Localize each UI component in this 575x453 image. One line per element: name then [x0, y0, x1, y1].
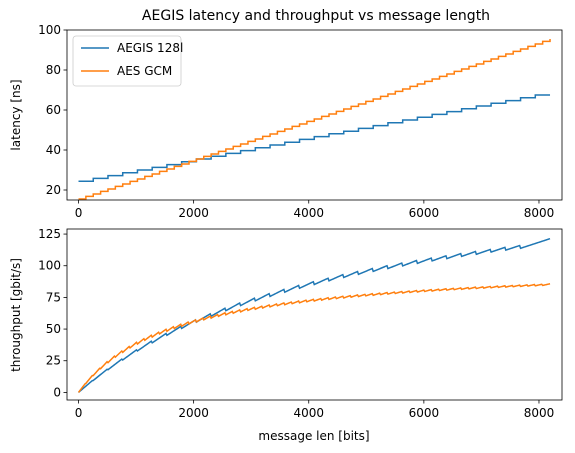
y-tick-label: 100 — [38, 23, 61, 37]
y-tick-label: 75 — [46, 290, 61, 304]
y-tick-label: 100 — [38, 259, 61, 273]
y-tick-label: 25 — [46, 354, 61, 368]
chart-title: AEGIS latency and throughput vs message … — [142, 8, 490, 24]
x-tick-label: 8000 — [524, 406, 555, 420]
y-tick-label: 20 — [46, 183, 61, 197]
x-tick-label: 6000 — [409, 206, 440, 220]
latency-plot-frame — [66, 29, 563, 201]
latency-subplot: 0 2000 4000 6000 8000 20 40 60 80 100 latency [ns… — [9, 23, 563, 220]
legend-label-aes-gcm: AES GCM — [117, 64, 172, 78]
x-tick-label: 4000 — [293, 206, 324, 220]
throughput-ticks: 0 2000 4000 6000 8000 0 25 50 75 100 125 — [38, 227, 554, 420]
x-tick-label: 6000 — [409, 406, 440, 420]
throughput-plot-frame — [66, 228, 563, 401]
x-axis-label: message len [bits] — [258, 429, 369, 443]
y-tick-label: 40 — [46, 143, 61, 157]
legend-label-aegis: AEGIS 128l — [117, 41, 183, 55]
y-tick-label: 80 — [46, 63, 61, 77]
y-tick-label: 50 — [46, 322, 61, 336]
latency-y-axis-label: latency [ns] — [9, 79, 23, 150]
y-tick-label: 125 — [38, 227, 61, 241]
throughput-line-aegis-128l — [78, 237, 551, 393]
legend: AEGIS 128l AES GCM — [72, 35, 183, 87]
y-tick-label: 60 — [46, 103, 61, 117]
x-tick-label: 8000 — [524, 206, 555, 220]
x-tick-label: 4000 — [293, 406, 324, 420]
x-tick-label: 0 — [75, 206, 83, 220]
throughput-y-axis-label: throughput [gbit/s] — [9, 258, 23, 372]
latency-series-group — [78, 39, 551, 200]
throughput-subplot: 0 2000 4000 6000 8000 0 25 50 75 100 125 throughpu… — [9, 227, 563, 443]
y-tick-label: 0 — [53, 385, 61, 399]
latency-line-aes-gcm — [78, 39, 551, 200]
throughput-series-group — [77, 237, 551, 393]
latency-line-aegis-128l — [78, 94, 551, 182]
x-tick-label: 0 — [75, 406, 83, 420]
throughput-line-aes-gcm — [77, 283, 551, 393]
latency-ticks: 0 2000 4000 6000 8000 20 40 60 80 100 — [38, 23, 554, 220]
x-tick-label: 2000 — [178, 406, 209, 420]
x-tick-label: 2000 — [178, 206, 209, 220]
